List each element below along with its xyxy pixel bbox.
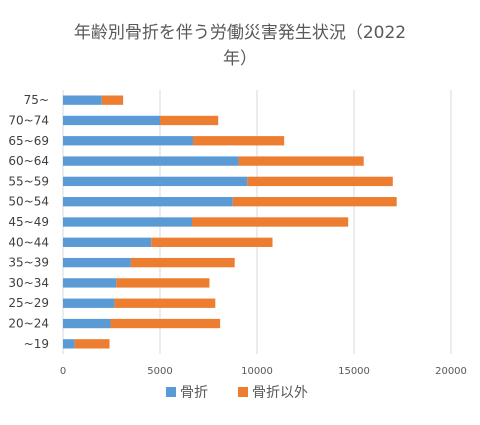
bar-non-fracture-0 (74, 339, 110, 349)
x-tick-label-2: 10000 (241, 366, 273, 377)
bar-non-fracture-9 (238, 156, 364, 166)
category-label: 40~44 (8, 235, 49, 249)
category-label: 30~34 (8, 276, 49, 290)
legend: 骨折 骨折以外 (166, 385, 308, 401)
chart-title-line-2: 年） (223, 49, 257, 69)
legend-swatch-1 (238, 387, 248, 397)
category-labels: ~19 20~24 25~29 30~34 35~39 40~44 45~49 50~54 55… (8, 93, 49, 351)
chart-title-line-1: 年齢別骨折を伴う労働災害発生状況（2022 (74, 23, 406, 43)
bar-non-fracture-8 (247, 176, 393, 187)
legend-label-0: 骨折 (180, 385, 208, 401)
bar-fracture-4 (63, 257, 131, 268)
bar-non-fracture-4 (130, 257, 235, 268)
category-label: 50~54 (8, 195, 49, 209)
bar-fracture-7 (63, 197, 233, 207)
category-label: 70~74 (8, 113, 49, 127)
bar-non-fracture-1 (110, 318, 221, 329)
x-tick-label-3: 15000 (338, 366, 370, 377)
category-label: ~19 (24, 337, 49, 351)
bar-fracture-9 (63, 156, 239, 166)
bar-non-fracture-3 (116, 278, 210, 288)
category-label: 45~49 (8, 215, 49, 229)
bar-fracture-2 (63, 298, 115, 308)
bar-non-fracture-10 (192, 136, 285, 146)
x-tick-label-0: 0 (60, 366, 66, 377)
category-label: 25~29 (8, 296, 49, 310)
bars (63, 95, 397, 349)
category-label: 75~ (24, 93, 49, 107)
x-tick-labels: 0 5000 10000 15000 20000 (60, 366, 467, 377)
category-label: 55~59 (8, 174, 49, 188)
bar-non-fracture-2 (114, 298, 216, 308)
category-label: 20~24 (8, 317, 49, 331)
bar-fracture-12 (63, 95, 102, 105)
bar-fracture-5 (63, 237, 152, 247)
x-tick-label-1: 5000 (147, 366, 172, 377)
bar-fracture-10 (63, 136, 193, 146)
bar-fracture-0 (63, 339, 75, 349)
bar-fracture-8 (63, 176, 248, 187)
category-label: 35~39 (8, 256, 49, 270)
bar-fracture-11 (63, 115, 160, 126)
bar-fracture-6 (63, 217, 193, 227)
legend-label-1: 骨折以外 (252, 385, 308, 401)
bar-non-fracture-5 (151, 237, 273, 247)
bar-fracture-3 (63, 278, 117, 288)
bar-non-fracture-11 (160, 115, 219, 126)
bar-non-fracture-12 (101, 95, 124, 105)
x-tick-label-4: 20000 (435, 366, 467, 377)
category-label: 65~69 (8, 134, 49, 148)
category-label: 60~64 (8, 154, 49, 168)
legend-swatch-0 (166, 387, 176, 397)
bar-non-fracture-6 (192, 217, 349, 227)
bar-fracture-1 (63, 318, 111, 329)
bar-non-fracture-7 (232, 197, 397, 207)
